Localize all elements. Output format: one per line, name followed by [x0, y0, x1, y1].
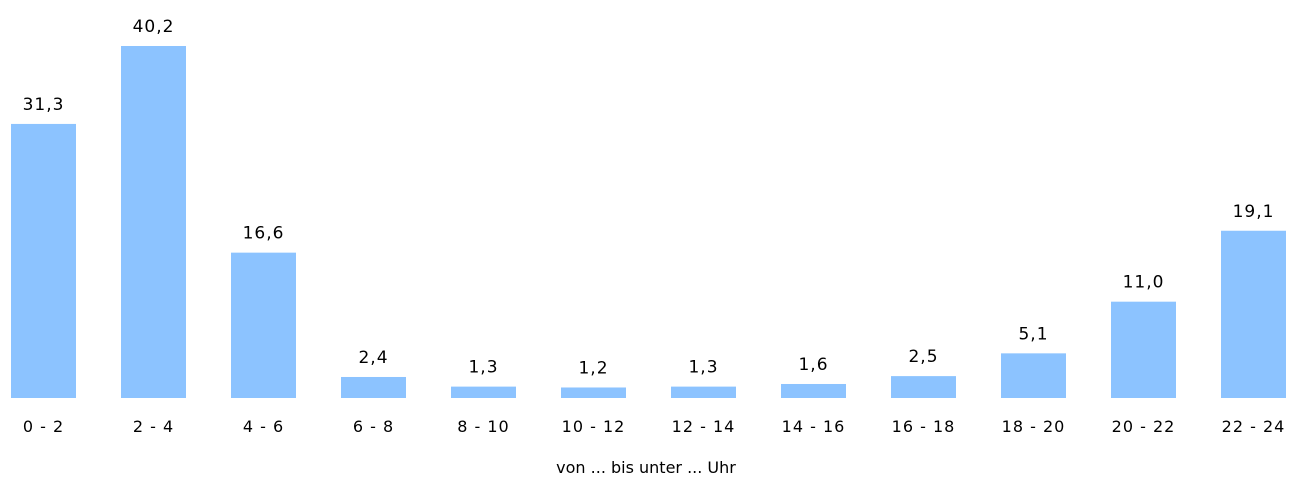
value-label-10: 11,0: [1123, 273, 1165, 293]
value-label-3: 2,4: [358, 348, 388, 368]
value-label-5: 1,2: [578, 358, 608, 378]
x-tick-label-3: 6 - 8: [353, 417, 394, 436]
value-label-1: 40,2: [133, 17, 175, 37]
x-axis-label: von ... bis unter ... Uhr: [556, 458, 736, 477]
x-tick-label-6: 12 - 14: [672, 417, 736, 436]
x-tick-label-1: 2 - 4: [133, 417, 174, 436]
x-tick-label-7: 14 - 16: [782, 417, 846, 436]
x-tick-label-0: 0 - 2: [23, 417, 64, 436]
value-label-2: 16,6: [243, 224, 285, 244]
x-tick-label-5: 10 - 12: [562, 417, 626, 436]
value-label-9: 5,1: [1018, 324, 1048, 344]
value-label-6: 1,3: [688, 358, 718, 378]
bar-11: [1221, 230, 1286, 398]
bar-4: [451, 386, 516, 398]
value-label-8: 2,5: [908, 347, 938, 367]
x-tick-label-10: 20 - 22: [1112, 417, 1176, 436]
bar-8: [891, 376, 956, 398]
bar-3: [341, 376, 406, 398]
bar-7: [781, 383, 846, 398]
value-label-0: 31,3: [23, 95, 65, 115]
value-label-11: 19,1: [1233, 202, 1275, 222]
bar-9: [1001, 353, 1066, 398]
bar-10: [1111, 301, 1176, 398]
x-tick-label-9: 18 - 20: [1002, 417, 1066, 436]
x-tick-label-4: 8 - 10: [457, 417, 509, 436]
x-tick-label-2: 4 - 6: [243, 417, 284, 436]
value-label-7: 1,6: [798, 355, 828, 375]
x-tick-labels-group: 0 - 2 2 - 4 4 - 6 6 - 8 8 - 10 10 - 12 12 - 14…: [23, 417, 1286, 436]
bar-5: [561, 387, 626, 398]
x-tick-label-11: 22 - 24: [1222, 417, 1286, 436]
bar-2: [231, 252, 296, 398]
value-label-4: 1,3: [468, 358, 498, 378]
x-tick-label-8: 16 - 18: [892, 417, 956, 436]
bars-group: [11, 46, 1286, 398]
value-labels-group: 31,3 40,2 16,6 2,4 1,3 1,2 1,3 1,6 2,5 5,1 11,0 19,…: [23, 17, 1275, 378]
bar-1: [121, 46, 186, 398]
bar-0: [11, 123, 76, 398]
bar-6: [671, 386, 736, 398]
